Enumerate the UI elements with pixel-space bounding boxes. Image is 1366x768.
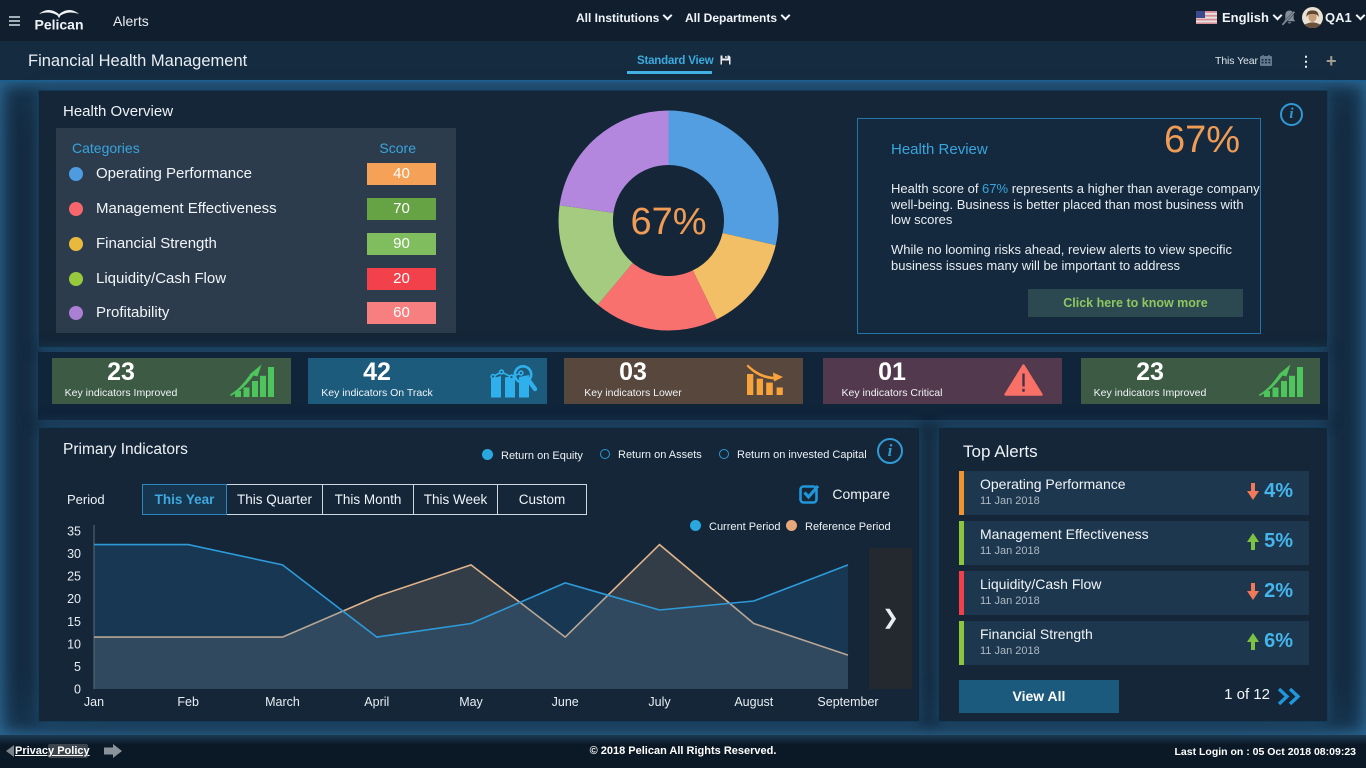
svg-text:Pelican: Pelican <box>34 17 83 33</box>
svg-text:July: July <box>648 695 671 709</box>
svg-text:5: 5 <box>74 660 81 674</box>
svg-text:September: September <box>817 695 878 709</box>
svg-text:30: 30 <box>67 547 81 561</box>
svg-text:March: March <box>265 695 300 709</box>
svg-text:25: 25 <box>67 570 81 584</box>
svg-text:Feb: Feb <box>177 695 199 709</box>
svg-text:June: June <box>552 695 579 709</box>
svg-text:Jan: Jan <box>84 695 104 709</box>
svg-text:67%: 67% <box>630 201 706 243</box>
svg-text:15: 15 <box>67 615 81 629</box>
svg-text:August: August <box>734 695 773 709</box>
svg-text:0: 0 <box>74 683 81 697</box>
svg-text:May: May <box>459 695 483 709</box>
svg-text:10: 10 <box>67 637 81 651</box>
svg-text:35: 35 <box>67 525 81 539</box>
svg-text:April: April <box>364 695 389 709</box>
svg-text:20: 20 <box>67 592 81 606</box>
